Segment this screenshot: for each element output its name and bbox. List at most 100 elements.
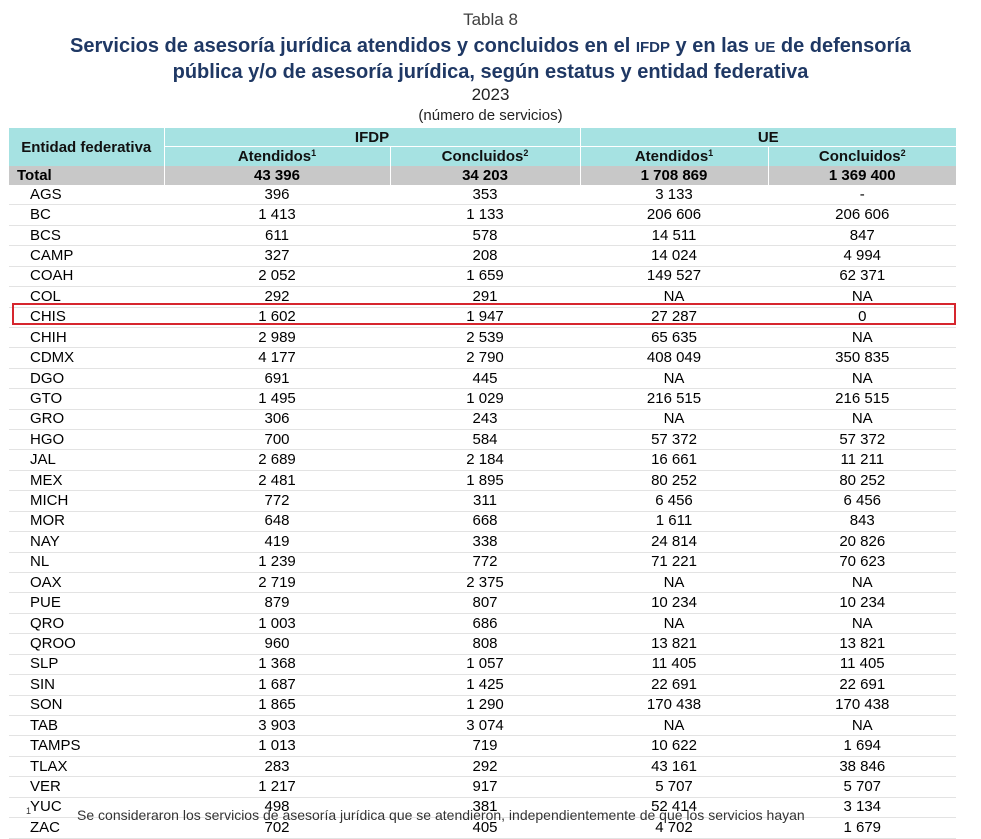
ue-atendidos-cell: 14 511 bbox=[579, 225, 769, 247]
entity-name-cell: OAX bbox=[9, 572, 164, 594]
ifdp-atendidos-cell: 648 bbox=[163, 511, 390, 533]
ue-concluidos-cell: 216 515 bbox=[767, 388, 957, 410]
entity-name-cell: GRO bbox=[9, 409, 164, 431]
ue-atendidos-cell: 27 287 bbox=[579, 307, 769, 328]
table-row: DGO 691 445 NA NA bbox=[9, 368, 957, 390]
ue-concluidos-cell: 38 846 bbox=[767, 756, 957, 778]
entity-name-cell: TAMPS bbox=[9, 735, 164, 757]
entity-name-cell: JAL bbox=[9, 449, 164, 471]
footnote-ref: 1 bbox=[311, 148, 317, 158]
ifdp-concluidos-cell: 2 375 bbox=[389, 572, 581, 594]
ifdp-atendidos-cell: 327 bbox=[163, 245, 390, 267]
ue-concluidos-cell: 11 211 bbox=[767, 449, 957, 471]
ue-atendidos-cell: 1 611 bbox=[579, 511, 769, 533]
title-abbr-ue: UE bbox=[754, 39, 776, 56]
table-row: AGS 396 353 3 133- bbox=[9, 185, 957, 206]
ifdp-concluidos-cell: 2 184 bbox=[389, 449, 581, 471]
ifdp-atendidos-cell: 1 602 bbox=[163, 307, 390, 328]
ifdp-concluidos-cell: 686 bbox=[389, 613, 581, 635]
ue-atendidos-cell: 14 024 bbox=[579, 245, 769, 267]
col-header-ue-concluidos: Concluidos2 bbox=[767, 146, 957, 166]
ue-atendidos-cell: 149 527 bbox=[579, 266, 769, 288]
ifdp-atendidos-cell: 2 052 bbox=[163, 266, 390, 288]
footnote: 1 Se consideraron los servicios de asesor… bbox=[26, 806, 976, 823]
title-part-1: Servicios de asesoría jurídica atendidos… bbox=[70, 35, 636, 57]
ue-atendidos-cell: NA bbox=[579, 613, 769, 635]
title-abbr-ifdp: IFDP bbox=[635, 39, 670, 56]
group-header-ifdp: IFDP bbox=[163, 128, 581, 147]
table-row: YUC 498 381 52 414 3 134 bbox=[9, 797, 957, 819]
ue-concluidos-cell: 847 bbox=[767, 225, 957, 247]
entity-name-cell: CHIS bbox=[9, 307, 164, 328]
ue-concluidos-cell: NA bbox=[767, 286, 957, 308]
ue-concluidos-cell: 206 606 bbox=[767, 204, 957, 226]
ifdp-concluidos-cell: 772 bbox=[389, 552, 581, 574]
ifdp-concluidos-cell: 311 bbox=[389, 490, 581, 512]
ue-atendidos-cell: 43 161 bbox=[579, 756, 769, 778]
ifdp-concluidos-cell: 3 074 bbox=[389, 715, 581, 737]
ifdp-atendidos-cell: 4 177 bbox=[163, 347, 390, 369]
ue-atendidos-cell: 65 635 bbox=[579, 327, 769, 349]
col-header-label: Concluidos bbox=[441, 148, 524, 165]
ifdp-concluidos-cell: 584 bbox=[389, 429, 581, 451]
ifdp-atendidos-cell: 419 bbox=[163, 531, 390, 553]
table-row: NL 1 239 772 71 221 70 623 bbox=[9, 552, 957, 574]
table-units: (número de servicios) bbox=[418, 107, 563, 124]
title-part-3: de defensoría bbox=[775, 35, 911, 57]
ifdp-concluidos-cell: 1 659 bbox=[389, 266, 581, 288]
ifdp-atendidos-cell: 691 bbox=[163, 368, 390, 390]
footnote-text: Se consideraron los servicios de asesorí… bbox=[77, 807, 805, 823]
table-label: Tabla 8 bbox=[463, 10, 518, 29]
ue-atendidos-cell: 206 606 bbox=[579, 204, 769, 226]
ue-concluidos-cell: NA bbox=[767, 409, 957, 431]
ue-concluidos-cell: NA bbox=[767, 368, 957, 390]
ifdp-concluidos-cell: 1 425 bbox=[389, 674, 581, 696]
table-title: Servicios de asesoría jurídica atendidos… bbox=[0, 34, 981, 84]
ue-atendidos-cell: 3 133 bbox=[579, 185, 769, 206]
ifdp-concluidos-cell: 668 bbox=[389, 511, 581, 533]
col-header-label: Atendidos bbox=[634, 148, 709, 165]
ue-atendidos-cell: NA bbox=[579, 286, 769, 308]
group-header-ue: UE bbox=[579, 128, 957, 147]
ue-atendidos-cell: 10 234 bbox=[579, 592, 769, 614]
table-row: VER 1 217 917 5 707 5 707 bbox=[9, 776, 957, 798]
ifdp-atendidos-cell: 1 687 bbox=[163, 674, 390, 696]
ifdp-concluidos-cell: 1 133 bbox=[389, 204, 581, 226]
ifdp-atendidos-cell: 1 495 bbox=[163, 388, 390, 410]
ue-concluidos-cell: 62 371 bbox=[767, 266, 957, 288]
table-row: COAH 2 052 1 659 149 527 62 371 bbox=[9, 266, 957, 288]
ifdp-concluidos-cell: 208 bbox=[389, 245, 581, 267]
ue-concluidos-cell: 843 bbox=[767, 511, 957, 533]
ifdp-concluidos-cell: 292 bbox=[389, 756, 581, 778]
ue-atendidos-cell: 57 372 bbox=[579, 429, 769, 451]
ifdp-atendidos-cell: 772 bbox=[163, 490, 390, 512]
table-row: SON 1 865 1 290 170 438 170 438 bbox=[9, 695, 957, 716]
ue-concluidos-cell: NA bbox=[767, 327, 957, 349]
entity-name-cell: MOR bbox=[9, 511, 164, 533]
ifdp-concluidos-cell: 807 bbox=[389, 592, 581, 614]
entity-name-cell: COL bbox=[9, 286, 164, 308]
total-row: Total 43 396 34 203 1 708 869 1 369 400 bbox=[9, 166, 957, 185]
entity-name-cell: SLP bbox=[9, 654, 164, 676]
ue-concluidos-cell: - bbox=[767, 185, 957, 206]
ifdp-concluidos-cell: 1 057 bbox=[389, 654, 581, 676]
entity-name-cell: DGO bbox=[9, 368, 164, 390]
footnote-ref: 2 bbox=[900, 148, 906, 158]
total-ifdp-concluidos: 34 203 bbox=[389, 166, 581, 185]
table-row: TAMPS 1 013 719 10 622 1 694 bbox=[9, 735, 957, 757]
ue-concluidos-cell: 5 707 bbox=[767, 776, 957, 798]
ue-atendidos-cell: NA bbox=[579, 715, 769, 737]
table-row: TLAX 283 292 43 161 38 846 bbox=[9, 756, 957, 778]
table-row: SLP 1 368 1 057 11 405 11 405 bbox=[9, 654, 957, 676]
col-header-ifdp-atendidos: Atendidos1 bbox=[163, 146, 390, 166]
col-header-label: Atendidos bbox=[237, 148, 312, 165]
ifdp-atendidos-cell: 2 989 bbox=[163, 327, 390, 349]
total-ue-atendidos: 1 708 869 bbox=[579, 166, 769, 185]
ifdp-atendidos-cell: 3 903 bbox=[163, 715, 390, 737]
ifdp-concluidos-cell: 291 bbox=[389, 286, 581, 308]
ifdp-atendidos-cell: 879 bbox=[163, 592, 390, 614]
table-row: MEX 2 481 1 895 80 252 80 252 bbox=[9, 470, 957, 492]
ifdp-atendidos-cell: 292 bbox=[163, 286, 390, 308]
table-row: TAB 3 903 3 074 NA NA bbox=[9, 715, 957, 737]
total-label: Total bbox=[9, 166, 164, 185]
